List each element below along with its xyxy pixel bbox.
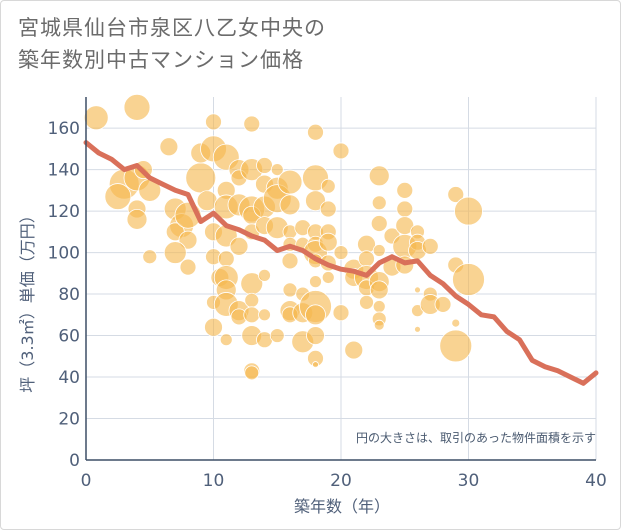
bubble-point bbox=[312, 361, 319, 368]
bubble-point bbox=[279, 194, 301, 216]
bubble-point bbox=[243, 115, 261, 133]
bubble-point bbox=[414, 286, 421, 294]
bubble-point bbox=[243, 306, 261, 324]
bubble-point bbox=[281, 252, 299, 270]
bubble-point bbox=[306, 326, 325, 345]
bubble-point bbox=[369, 280, 389, 300]
x-tick-label: 30 bbox=[458, 471, 480, 491]
bubble-point bbox=[217, 250, 235, 268]
bubble-point bbox=[270, 163, 284, 177]
bubble-point bbox=[256, 157, 273, 174]
y-tick-label: 100 bbox=[48, 244, 80, 264]
y-tick-label: 60 bbox=[58, 327, 80, 347]
bubble-point bbox=[372, 300, 386, 313]
y-tick-label: 80 bbox=[58, 285, 80, 305]
bubble-point bbox=[421, 237, 439, 255]
x-axis-label: 築年数（年） bbox=[294, 497, 390, 516]
x-tick-label: 20 bbox=[330, 471, 352, 491]
chart-title-line1: 宮城県仙台市泉区八乙女中央の bbox=[18, 16, 326, 40]
bubble-point bbox=[373, 319, 385, 331]
bubble-point bbox=[244, 292, 260, 308]
bubble-point bbox=[307, 123, 324, 141]
bubble-point bbox=[123, 93, 151, 121]
y-tick-label: 120 bbox=[48, 202, 80, 222]
bubble-point bbox=[451, 318, 461, 328]
bubble-point bbox=[258, 308, 271, 322]
y-tick-label: 20 bbox=[58, 410, 80, 430]
bubble-point bbox=[319, 200, 337, 218]
bubble-point bbox=[439, 329, 473, 363]
bubble-point bbox=[321, 271, 335, 284]
chart-title: 宮城県仙台市泉区八乙女中央の 築年数別中古マンション価格 bbox=[18, 12, 326, 76]
bubble-point bbox=[333, 245, 349, 260]
bubble-point bbox=[83, 105, 109, 131]
bubble-point bbox=[282, 282, 298, 298]
axes bbox=[85, 97, 596, 461]
bubble-point bbox=[396, 200, 414, 218]
y-tick-label: 140 bbox=[48, 161, 80, 181]
bubble-point bbox=[163, 241, 187, 264]
bubble-point bbox=[447, 186, 465, 203]
bubble-point bbox=[414, 325, 421, 333]
trend-line bbox=[83, 140, 599, 386]
bubble-point bbox=[305, 190, 326, 212]
x-tick-label: 10 bbox=[203, 471, 225, 491]
bubble-point bbox=[305, 304, 326, 326]
bubble-point bbox=[332, 304, 350, 322]
bubble-point bbox=[344, 340, 364, 360]
bubble-point bbox=[396, 181, 414, 199]
bubble-point bbox=[244, 365, 260, 381]
y-tick-label: 0 bbox=[69, 451, 80, 471]
y-axis-label: 坪（3.3㎡）単価（万円） bbox=[18, 207, 37, 392]
bubble-point bbox=[185, 162, 217, 194]
bubble-point bbox=[371, 195, 387, 211]
bubble-size-note: 円の大きさは、取引のあった物件面積を示す bbox=[356, 430, 596, 445]
bubble-point bbox=[454, 196, 483, 226]
bubble-point bbox=[434, 296, 452, 313]
bubble-point bbox=[320, 178, 336, 194]
y-tick-label: 160 bbox=[48, 119, 80, 139]
bubble-point bbox=[104, 183, 132, 210]
tick-labels: 0 20 40 60 80 100 120 140 160 0 10 20 30 40 bbox=[48, 119, 607, 491]
bubble-point bbox=[142, 249, 158, 265]
bubble-point bbox=[179, 258, 197, 276]
bubble-point bbox=[318, 232, 338, 252]
bubble-point bbox=[269, 328, 285, 343]
y-tick-label: 40 bbox=[58, 368, 80, 388]
bubble-point bbox=[359, 294, 374, 310]
bubble-point bbox=[452, 263, 485, 296]
bubble-point bbox=[309, 275, 322, 289]
bubble-point bbox=[332, 142, 350, 160]
bubble-point bbox=[204, 317, 223, 337]
bubble-point bbox=[126, 208, 148, 230]
x-tick-label: 40 bbox=[585, 471, 607, 491]
bubble-point bbox=[205, 113, 222, 131]
bubble-point bbox=[219, 333, 233, 347]
bubble-point bbox=[159, 137, 179, 157]
bubbles bbox=[83, 93, 485, 381]
bubble-point bbox=[370, 215, 388, 232]
bubble-point bbox=[277, 169, 303, 195]
chart-title-line2: 築年数別中古マンション価格 bbox=[18, 48, 304, 72]
bubble-point bbox=[229, 236, 249, 256]
bubble-point bbox=[358, 250, 375, 268]
x-tick-label: 0 bbox=[81, 471, 92, 491]
bubble-point bbox=[178, 230, 198, 250]
bubble-point bbox=[258, 268, 271, 282]
bubble-point bbox=[372, 244, 386, 257]
bubble-point bbox=[368, 165, 390, 187]
